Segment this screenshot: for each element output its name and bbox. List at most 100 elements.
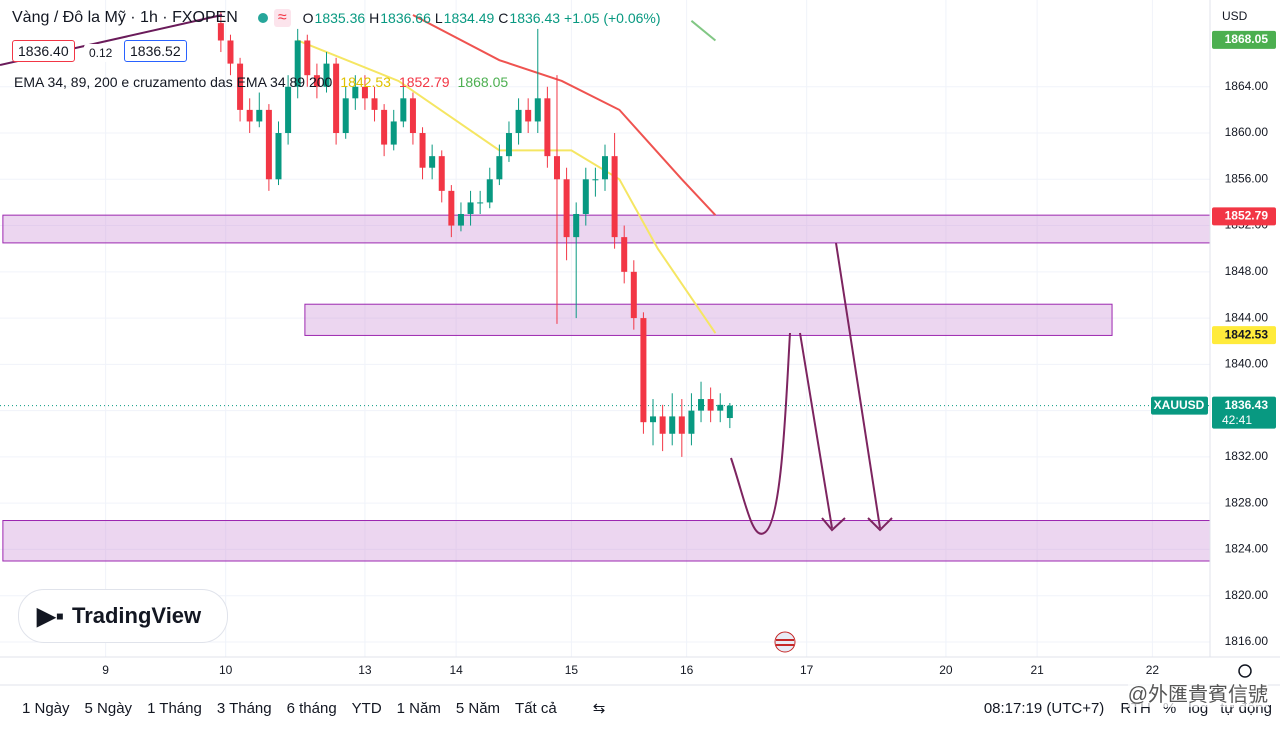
candle-body xyxy=(669,416,676,434)
title: Vàng / Đô la Mỹ · 1h · FXOPEN xyxy=(12,9,238,26)
candle-body xyxy=(438,156,445,191)
range-button[interactable]: 6 tháng xyxy=(286,699,337,717)
candle-body xyxy=(582,179,589,214)
candle-body xyxy=(486,179,493,203)
candle-body xyxy=(390,121,397,145)
zone xyxy=(304,303,1113,336)
ohlc-label: O xyxy=(302,10,314,26)
candle-body xyxy=(688,410,695,434)
zone xyxy=(2,214,1211,244)
candle-body xyxy=(726,405,733,419)
ohlc: O1835.36 H1836.66 L1834.49 C1836.43 +1.05 (+… xyxy=(303,10,665,26)
range-button[interactable]: 1 Ngày xyxy=(22,699,70,717)
ema-line xyxy=(297,39,717,334)
indicator-value: 1842.53 xyxy=(340,74,391,90)
watermark: ▶▪ TradingView xyxy=(18,589,228,643)
ohlc-label: H xyxy=(369,10,380,26)
y-tick-label: 1856.00 xyxy=(1225,171,1269,185)
x-tick-label: 10 xyxy=(219,663,233,677)
flag-icon xyxy=(774,631,796,653)
candle-body xyxy=(294,40,301,87)
ask[interactable]: 1836.52 xyxy=(124,40,187,62)
candle-body xyxy=(313,75,320,87)
candle-body xyxy=(621,237,628,272)
zone xyxy=(2,520,1211,562)
candle-body xyxy=(640,318,647,423)
x-tick-label: 22 xyxy=(1146,663,1160,677)
candle-body xyxy=(256,109,263,122)
candle-body xyxy=(448,190,455,226)
price-label: 1842.53 xyxy=(1225,327,1269,341)
candle-body xyxy=(265,109,272,180)
projection xyxy=(730,242,893,535)
candle-body xyxy=(400,98,407,122)
range-button[interactable]: 5 Ngày xyxy=(84,699,133,717)
candle-body xyxy=(505,133,512,157)
candle-body xyxy=(707,399,714,411)
current-price: 1836.43 xyxy=(1225,398,1269,412)
ohlc-label: L xyxy=(434,10,443,26)
candle-body xyxy=(342,98,349,134)
candle-body xyxy=(419,133,426,168)
range-button[interactable]: Tất cả xyxy=(515,699,557,717)
price-label-bg xyxy=(1212,326,1276,345)
header: Vàng / Đô la Mỹ · 1h · FXOPEN ≈ O1835.36… xyxy=(12,9,665,27)
candle-body xyxy=(381,109,388,145)
candle-body xyxy=(534,98,541,122)
y-tick-label: 1844.00 xyxy=(1225,310,1269,324)
settings-icon[interactable] xyxy=(1238,664,1252,678)
indicator-label: EMA 34, 89, 200 e cruzamento das EMA 34 … xyxy=(14,74,333,90)
x-tick-label: 20 xyxy=(939,663,953,677)
candle-body xyxy=(275,133,282,180)
candle-body xyxy=(477,202,484,204)
candle-body xyxy=(429,156,436,168)
price-label: 1852.79 xyxy=(1225,209,1269,223)
countdown: 42:41 xyxy=(1222,413,1252,427)
range-button[interactable]: 1 Tháng xyxy=(147,699,202,717)
candle-body xyxy=(323,63,330,87)
range-button[interactable]: YTD xyxy=(351,699,382,717)
range-button[interactable]: 1 Năm xyxy=(396,699,441,717)
candle-body xyxy=(333,63,340,134)
candle-body xyxy=(592,179,599,181)
price-label: 1868.05 xyxy=(1225,32,1269,46)
candle-body xyxy=(650,416,657,423)
candle-body xyxy=(409,98,416,134)
ohlc-value: 1835.36 xyxy=(314,10,366,26)
indicator-value: 1868.05 xyxy=(457,74,509,90)
alert-icon[interactable]: ≈ xyxy=(273,9,291,27)
candle-body xyxy=(371,98,378,110)
x-tick-label: 16 xyxy=(680,663,694,677)
spread: 0.12 xyxy=(84,44,118,62)
credit: @外匯貴賓信號 xyxy=(1127,678,1268,707)
x-tick-label: 14 xyxy=(449,663,463,677)
symbol-tag: XAUUSD xyxy=(1154,398,1205,412)
y-tick-label: 1816.00 xyxy=(1225,634,1269,648)
candle-body xyxy=(352,86,359,99)
candle-body xyxy=(496,156,503,180)
x-tick-label: 17 xyxy=(800,663,814,677)
candle-body xyxy=(717,404,724,411)
range-button[interactable]: 5 Năm xyxy=(455,699,501,717)
ohlc-label: C xyxy=(498,10,509,26)
currency[interactable]: USD xyxy=(1222,9,1248,23)
candle-body xyxy=(563,179,570,238)
y-tick-label: 1824.00 xyxy=(1225,542,1269,556)
symbol-tag-bg xyxy=(1151,396,1208,415)
logo: ▶▪ xyxy=(37,602,64,630)
compare-icon[interactable]: ⇆ xyxy=(592,700,606,717)
candle-body xyxy=(602,156,608,180)
range-button[interactable]: 3 Tháng xyxy=(216,699,272,717)
y-tick-label: 1848.00 xyxy=(1225,264,1269,278)
price-label-bg xyxy=(1212,30,1276,49)
price-label-bg xyxy=(1212,207,1276,226)
bid[interactable]: 1836.40 xyxy=(12,40,75,62)
y-tick-label: 1840.00 xyxy=(1225,357,1269,371)
candle-body xyxy=(515,109,522,134)
y-tick-label: 1860.00 xyxy=(1225,125,1269,139)
candle-body xyxy=(361,86,368,99)
clock: 08:17:19 (UTC+7) xyxy=(983,699,1105,717)
candle-body xyxy=(630,271,637,319)
y-tick-label: 1828.00 xyxy=(1225,495,1269,509)
